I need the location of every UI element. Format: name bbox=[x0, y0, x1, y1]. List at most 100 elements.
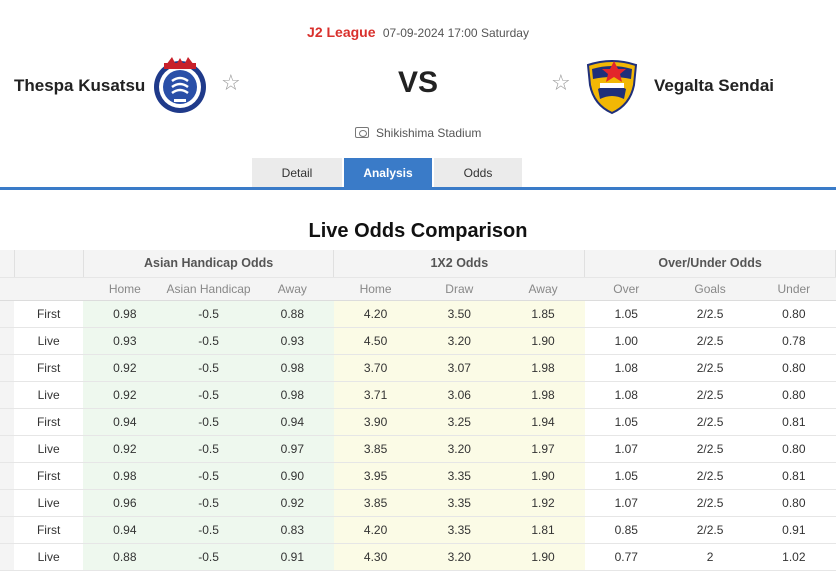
x12-away-odds: 1.90 bbox=[501, 462, 585, 490]
header-edge bbox=[0, 250, 15, 278]
ah-home-odds: 0.88 bbox=[83, 543, 167, 571]
header-type bbox=[14, 250, 84, 278]
ah-home-odds: 0.92 bbox=[83, 435, 167, 463]
ou-over-odds: 1.05 bbox=[584, 300, 668, 328]
x12-draw-odds: 3.35 bbox=[417, 462, 502, 490]
table-row[interactable]: First 0.94 -0.5 0.83 4.20 3.35 1.81 0.85 2/2.5 0.… bbox=[0, 516, 836, 544]
ah-away-odds: 0.88 bbox=[250, 300, 334, 328]
sub-header: Asian Handicap bbox=[166, 277, 251, 301]
ah-home-odds: 0.98 bbox=[83, 300, 167, 328]
tab-divider bbox=[0, 187, 836, 190]
ou-under-odds: 0.80 bbox=[752, 381, 836, 409]
ou-goals-line: 2/2.5 bbox=[667, 327, 753, 355]
away-team-name[interactable]: Vegalta Sendai bbox=[654, 76, 774, 95]
table-row[interactable]: First 0.92 -0.5 0.98 3.70 3.07 1.98 1.08 2/2.5 0.… bbox=[0, 354, 836, 382]
ou-under-odds: 0.80 bbox=[752, 489, 836, 517]
ah-line: -0.5 bbox=[166, 516, 251, 544]
header-1x2: 1X2 Odds bbox=[333, 250, 586, 278]
ou-over-odds: 0.77 bbox=[584, 543, 668, 571]
x12-draw-odds: 3.50 bbox=[417, 300, 502, 328]
sub-header: Away bbox=[501, 277, 585, 301]
ou-goals-line: 2/2.5 bbox=[667, 300, 753, 328]
ou-under-odds: 0.78 bbox=[752, 327, 836, 355]
ah-home-odds: 0.96 bbox=[83, 489, 167, 517]
vegalta-sendai-crest-icon[interactable] bbox=[584, 55, 640, 115]
ou-goals-line: 2/2.5 bbox=[667, 381, 753, 409]
ah-line: -0.5 bbox=[166, 300, 251, 328]
table-row[interactable]: Live 0.93 -0.5 0.93 4.50 3.20 1.90 1.00 2/2.5 0.7… bbox=[0, 327, 836, 355]
ou-goals-line: 2/2.5 bbox=[667, 435, 753, 463]
ou-over-odds: 1.00 bbox=[584, 327, 668, 355]
table-row[interactable]: First 0.98 -0.5 0.88 4.20 3.50 1.85 1.05 2/2.5 0.… bbox=[0, 300, 836, 328]
league-line: J2 League 07-09-2024 17:00 Saturday bbox=[0, 24, 836, 40]
x12-away-odds: 1.92 bbox=[501, 489, 585, 517]
stadium-icon bbox=[354, 127, 369, 138]
x12-home-odds: 4.30 bbox=[333, 543, 418, 571]
tab-detail[interactable]: Detail bbox=[252, 158, 342, 188]
table-row[interactable]: Live 0.96 -0.5 0.92 3.85 3.35 1.92 1.07 2/2.5 0.8… bbox=[0, 489, 836, 517]
x12-home-odds: 3.85 bbox=[333, 489, 418, 517]
ah-away-odds: 0.90 bbox=[250, 462, 334, 490]
table-row[interactable]: Live 0.92 -0.5 0.98 3.71 3.06 1.98 1.08 2/2.5 0.8… bbox=[0, 381, 836, 409]
home-team-name[interactable]: Thespa Kusatsu bbox=[14, 76, 146, 95]
table-row[interactable]: Live 0.92 -0.5 0.97 3.85 3.20 1.97 1.07 2/2.5 0.8… bbox=[0, 435, 836, 463]
ou-under-odds: 0.81 bbox=[752, 462, 836, 490]
ou-over-odds: 1.05 bbox=[584, 462, 668, 490]
x12-away-odds: 1.94 bbox=[501, 408, 585, 436]
x12-home-odds: 3.90 bbox=[333, 408, 418, 436]
row-type-label: Live bbox=[14, 543, 84, 571]
sub-header: Under bbox=[752, 277, 836, 301]
match-header: J2 League 07-09-2024 17:00 Saturday Thes… bbox=[0, 0, 836, 190]
ou-over-odds: 1.07 bbox=[584, 435, 668, 463]
venue-line: Shikishima Stadium bbox=[0, 126, 836, 140]
ou-under-odds: 0.80 bbox=[752, 300, 836, 328]
table-sub-header: Home Asian Handicap Away Home Draw Away … bbox=[0, 277, 836, 301]
row-type-label: First bbox=[14, 354, 84, 382]
section-title: Live Odds Comparison bbox=[308, 220, 528, 242]
ah-home-odds: 0.94 bbox=[83, 516, 167, 544]
x12-home-odds: 3.71 bbox=[333, 381, 418, 409]
row-type-label: Live bbox=[14, 435, 84, 463]
sub-header: Home bbox=[83, 277, 167, 301]
row-type-label: First bbox=[14, 300, 84, 328]
x12-home-odds: 4.50 bbox=[333, 327, 418, 355]
ah-away-odds: 0.94 bbox=[250, 408, 334, 436]
ou-goals-line: 2/2.5 bbox=[667, 516, 753, 544]
sub-header: Draw bbox=[417, 277, 502, 301]
table-row[interactable]: Live 0.88 -0.5 0.91 4.30 3.20 1.90 0.77 2 1.02 bbox=[0, 543, 836, 571]
tab-analysis[interactable]: Analysis bbox=[344, 158, 432, 188]
x12-home-odds: 3.95 bbox=[333, 462, 418, 490]
match-datetime: 07-09-2024 17:00 Saturday bbox=[382, 26, 529, 40]
ou-over-odds: 1.08 bbox=[584, 354, 668, 382]
table-row[interactable]: First 0.94 -0.5 0.94 3.90 3.25 1.94 1.05 2/2.5 0.… bbox=[0, 408, 836, 436]
x12-away-odds: 1.81 bbox=[501, 516, 585, 544]
ou-over-odds: 1.08 bbox=[584, 381, 668, 409]
x12-draw-odds: 3.35 bbox=[417, 489, 502, 517]
table-row[interactable]: First 0.98 -0.5 0.90 3.95 3.35 1.90 1.05 2/2.5 0.… bbox=[0, 462, 836, 490]
ah-away-odds: 0.97 bbox=[250, 435, 334, 463]
ah-home-odds: 0.92 bbox=[83, 354, 167, 382]
ah-line: -0.5 bbox=[166, 408, 251, 436]
x12-draw-odds: 3.06 bbox=[417, 381, 502, 409]
league-link[interactable]: J2 League bbox=[307, 24, 376, 40]
thespa-kusatsu-crest-icon[interactable] bbox=[152, 55, 208, 115]
ah-home-odds: 0.93 bbox=[83, 327, 167, 355]
ah-home-odds: 0.98 bbox=[83, 462, 167, 490]
x12-home-odds: 3.70 bbox=[333, 354, 418, 382]
ah-line: -0.5 bbox=[166, 327, 251, 355]
ah-away-odds: 0.93 bbox=[250, 327, 334, 355]
ou-under-odds: 1.02 bbox=[752, 543, 836, 571]
tab-odds[interactable]: Odds bbox=[434, 158, 522, 188]
ah-home-odds: 0.92 bbox=[83, 381, 167, 409]
x12-away-odds: 1.98 bbox=[501, 354, 585, 382]
x12-away-odds: 1.98 bbox=[501, 381, 585, 409]
favorite-home-star-icon[interactable]: ☆ bbox=[221, 70, 241, 95]
ah-away-odds: 0.83 bbox=[250, 516, 334, 544]
favorite-away-star-icon[interactable]: ☆ bbox=[551, 70, 571, 95]
x12-away-odds: 1.85 bbox=[501, 300, 585, 328]
odds-comparison-table-wrap: Asian Handicap Odds 1X2 Odds Over/Under … bbox=[0, 250, 836, 571]
x12-home-odds: 4.20 bbox=[333, 300, 418, 328]
header-asian-handicap: Asian Handicap Odds bbox=[83, 250, 335, 278]
x12-draw-odds: 3.07 bbox=[417, 354, 502, 382]
vs-label: VS bbox=[397, 66, 439, 99]
